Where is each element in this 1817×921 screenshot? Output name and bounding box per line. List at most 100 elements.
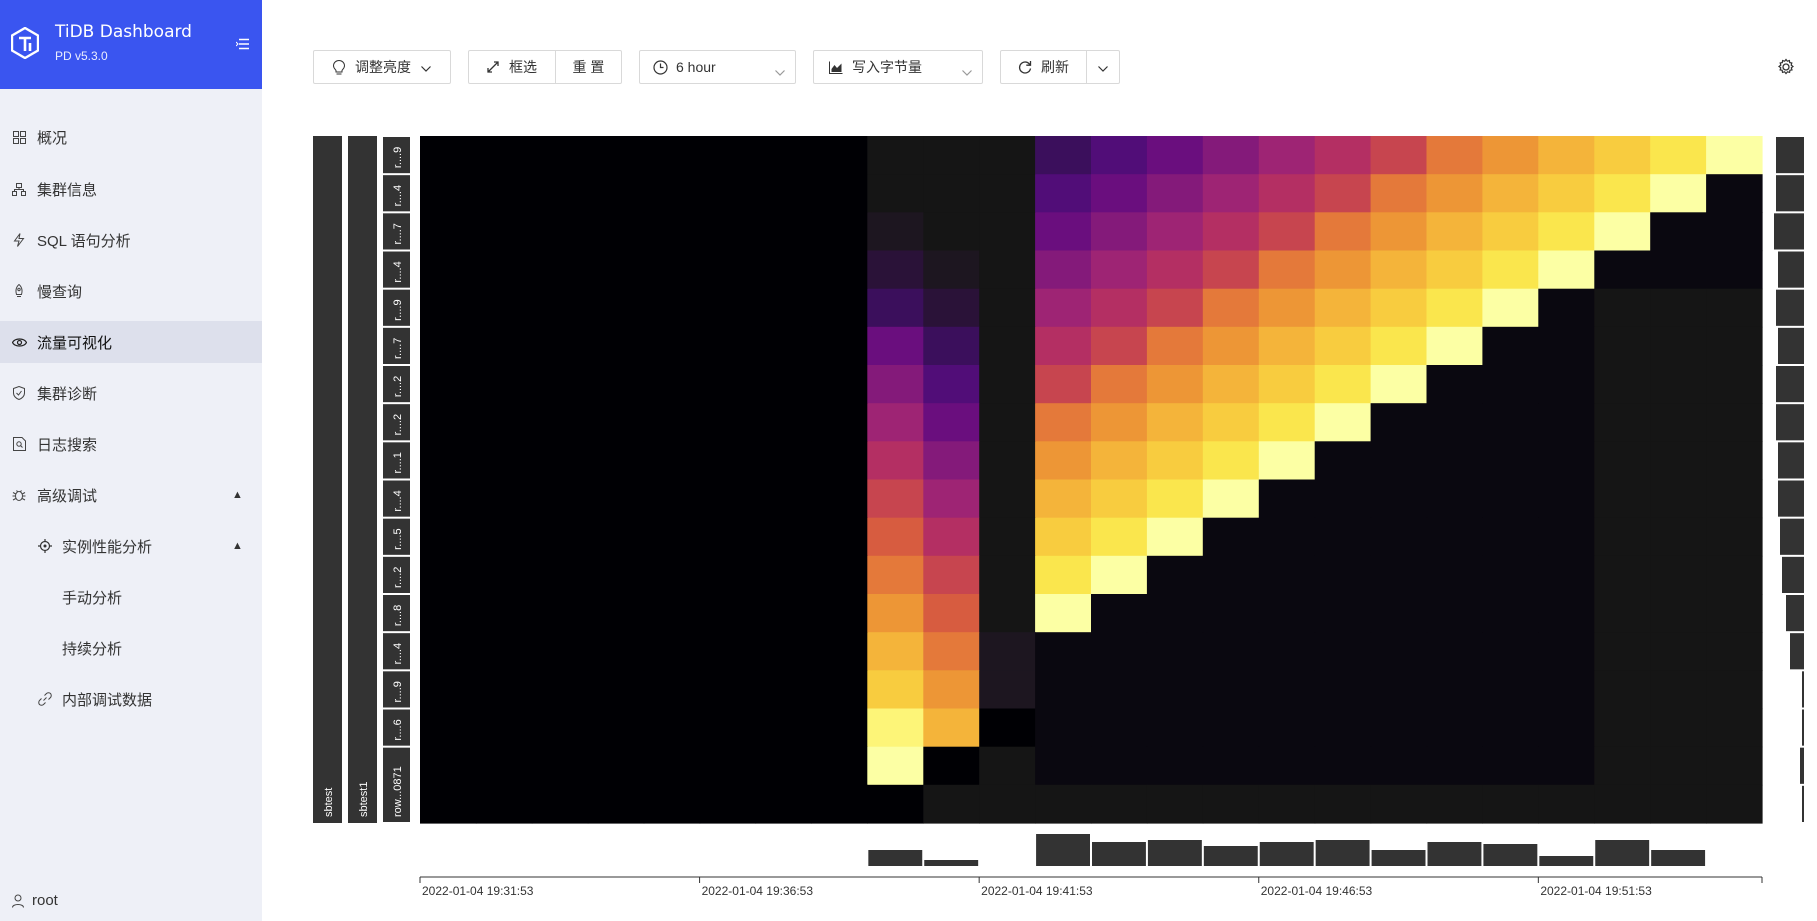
heatmap-cell[interactable] [1426, 594, 1484, 633]
heatmap-cell[interactable] [1370, 746, 1428, 786]
heatmap-cell[interactable] [1258, 594, 1316, 633]
heatmap-cell[interactable] [475, 784, 533, 824]
heatmap-cell[interactable] [531, 326, 589, 366]
heatmap-cell[interactable] [1146, 517, 1204, 557]
heatmap-cell[interactable] [1202, 212, 1260, 252]
heatmap-cell[interactable] [531, 632, 589, 671]
sidebar-item-advanced-debugging[interactable]: 高级调试 ▲ [0, 474, 262, 516]
heatmap-cell[interactable] [475, 174, 533, 213]
heatmap-cell[interactable] [1202, 441, 1260, 481]
heatmap-cell[interactable] [1314, 594, 1372, 633]
heatmap-cell[interactable] [1650, 517, 1707, 557]
heatmap-cell[interactable] [1035, 212, 1092, 252]
heatmap-cell[interactable] [867, 708, 924, 748]
heatmap-cell[interactable] [643, 594, 701, 633]
refresh-options-dropdown[interactable] [1086, 50, 1120, 84]
heatmap-cell[interactable] [1202, 326, 1260, 366]
heatmap-cell[interactable] [1706, 326, 1763, 366]
heatmap-cell[interactable] [923, 250, 980, 290]
heatmap-cell[interactable] [1538, 670, 1595, 710]
heatmap-cell[interactable] [1482, 174, 1539, 213]
heatmap-cell[interactable] [979, 403, 1036, 442]
heatmap-cell[interactable] [811, 365, 868, 404]
heatmap-cell[interactable] [1370, 403, 1428, 442]
heatmap-cell[interactable] [1146, 632, 1204, 671]
heatmap-cell[interactable] [1146, 555, 1204, 595]
heatmap-cell[interactable] [1482, 250, 1539, 290]
heatmap-cell[interactable] [1650, 174, 1707, 213]
heatmap-cell[interactable] [1091, 326, 1148, 366]
heatmap-cell[interactable] [475, 136, 533, 175]
heatmap-cell[interactable] [1482, 784, 1539, 824]
heatmap-cell[interactable] [1202, 403, 1260, 442]
heatmap-cell[interactable] [420, 174, 477, 213]
heatmap-cell[interactable] [1594, 288, 1651, 328]
heatmap-cell[interactable] [1314, 136, 1372, 175]
heatmap-cell[interactable] [587, 517, 645, 557]
heatmap-cell[interactable] [979, 632, 1036, 671]
heatmap-cell[interactable] [1091, 555, 1148, 595]
heatmap-cell[interactable] [1258, 288, 1316, 328]
heatmap-cell[interactable] [1035, 250, 1092, 290]
heatmap-cell[interactable] [1202, 594, 1260, 633]
heatmap-cell[interactable] [1426, 670, 1484, 710]
heatmap-cell[interactable] [1650, 632, 1707, 671]
heatmap-cell[interactable] [979, 517, 1036, 557]
heatmap-cell[interactable] [475, 594, 533, 633]
heatmap-cell[interactable] [643, 555, 701, 595]
heatmap-cell[interactable] [1706, 365, 1763, 404]
heatmap-cell[interactable] [1091, 212, 1148, 252]
heatmap-cell[interactable] [699, 594, 757, 633]
heatmap-cell[interactable] [643, 441, 701, 481]
heatmap-cell[interactable] [1482, 365, 1539, 404]
heatmap-cell[interactable] [1538, 479, 1595, 519]
heatmap-cell[interactable] [1370, 594, 1428, 633]
heatmap-cell[interactable] [1146, 403, 1204, 442]
heatmap-cell[interactable] [420, 250, 477, 290]
heatmap-cell[interactable] [755, 326, 813, 366]
heatmap-cell[interactable] [1594, 250, 1651, 290]
heatmap-cell[interactable] [979, 594, 1036, 633]
heatmap-cell[interactable] [867, 441, 924, 481]
heatmap-cell[interactable] [1146, 708, 1204, 748]
heatmap-cell[interactable] [1594, 365, 1651, 404]
heatmap-cell[interactable] [1035, 365, 1092, 404]
heatmap-cell[interactable] [755, 403, 813, 442]
heatmap-cell[interactable] [587, 441, 645, 481]
heatmap-cell[interactable] [475, 746, 533, 786]
heatmap-cell[interactable] [867, 212, 924, 252]
sidebar-item-overview[interactable]: 概况 [0, 116, 262, 158]
heatmap-cell[interactable] [531, 555, 589, 595]
heatmap-cell[interactable] [1370, 555, 1428, 595]
heatmap-cell[interactable] [1258, 365, 1316, 404]
heatmap-cell[interactable] [475, 632, 533, 671]
heatmap-cell[interactable] [867, 670, 924, 710]
heatmap-cell[interactable] [1650, 365, 1707, 404]
heatmap-cell[interactable] [1706, 784, 1763, 824]
heatmap-cell[interactable] [923, 212, 980, 252]
heatmap-cell[interactable] [587, 479, 645, 519]
heatmap-cell[interactable] [699, 441, 757, 481]
heatmap-cell[interactable] [1426, 632, 1484, 671]
heatmap-cell[interactable] [867, 555, 924, 595]
heatmap-cell[interactable] [867, 250, 924, 290]
heatmap-cell[interactable] [1538, 174, 1595, 213]
heatmap-cell[interactable] [811, 136, 868, 175]
heatmap-cell[interactable] [1202, 288, 1260, 328]
heatmap-cell[interactable] [867, 594, 924, 633]
heatmap-cell[interactable] [420, 670, 477, 710]
heatmap-cell[interactable] [587, 174, 645, 213]
heatmap-cell[interactable] [1538, 288, 1595, 328]
heatmap-cell[interactable] [1706, 670, 1763, 710]
heatmap-cell[interactable] [923, 594, 980, 633]
heatmap-cell[interactable] [699, 784, 757, 824]
heatmap-cell[interactable] [475, 441, 533, 481]
heatmap-cell[interactable] [1370, 784, 1428, 824]
row-label-bar[interactable] [383, 137, 410, 174]
heatmap-cell[interactable] [531, 441, 589, 481]
heatmap-cell[interactable] [979, 288, 1036, 328]
row-label-bar[interactable] [383, 327, 410, 364]
heatmap-cell[interactable] [1314, 670, 1372, 710]
heatmap-cell[interactable] [1482, 594, 1539, 633]
heatmap-cell[interactable] [1706, 708, 1763, 748]
